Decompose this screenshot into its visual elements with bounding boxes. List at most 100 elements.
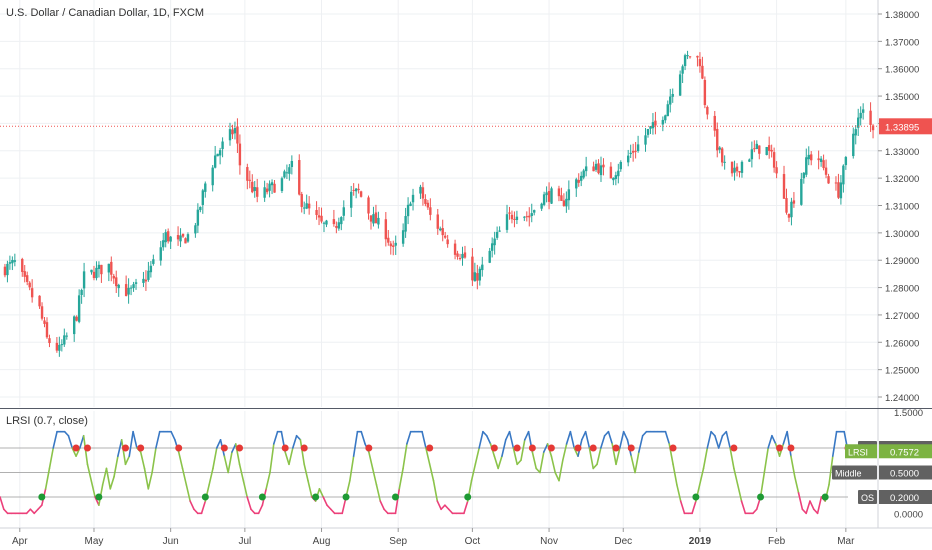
lrsi-cross-down-dot [83, 444, 91, 452]
lrsi-cross-down-dot [426, 444, 434, 452]
time-tick-label: Sep [389, 536, 407, 547]
candle-down [176, 234, 180, 240]
candle-up [523, 216, 526, 218]
lrsi-cross-up-dot [391, 493, 399, 501]
lrsi-segment [86, 463, 93, 482]
lrsi-segment [349, 455, 355, 482]
candle-up [268, 183, 271, 191]
price-tick-label: 1.31000 [885, 202, 919, 213]
candle-up [404, 216, 407, 232]
candle-up [63, 335, 66, 345]
candle-up [723, 161, 726, 163]
candle-up [97, 264, 101, 269]
candle-up [545, 192, 548, 196]
candle-up [802, 172, 806, 179]
lrsi-segment [257, 504, 264, 515]
lrsi-cross-down-dot [175, 444, 183, 452]
lrsi-segment [432, 479, 439, 502]
lrsi-segment [634, 451, 640, 474]
candle-down [609, 166, 613, 179]
candle-down [654, 120, 657, 126]
lrsi-segment [352, 430, 359, 457]
candle-up [337, 222, 341, 229]
candle-up [95, 267, 98, 279]
candle-up [627, 155, 630, 163]
candle-down [827, 176, 830, 184]
price-tick-label: 1.36000 [885, 65, 919, 76]
candle-up [233, 127, 237, 134]
lrsi-segment [607, 430, 614, 445]
lrsi-segment [531, 451, 537, 470]
candle-down [775, 167, 778, 174]
lrsi-segment [581, 430, 587, 441]
last-price-tag [879, 118, 932, 135]
lrsi-segment [771, 434, 777, 445]
lrsi-segment [508, 430, 515, 449]
level-name-tag [858, 490, 877, 504]
candle-down [28, 282, 31, 288]
lrsi-segment [120, 439, 127, 466]
lrsi-cross-down-dot [776, 444, 784, 452]
lrsi-cross-down-dot [236, 444, 244, 452]
candle-down [701, 65, 704, 79]
candle-up [340, 217, 343, 225]
candle-up [649, 126, 652, 129]
candle-down [55, 342, 59, 351]
lrsi-cross-down-dot [300, 444, 308, 452]
candle-up [493, 238, 496, 246]
lrsi-segment [584, 430, 591, 449]
candle-up [72, 316, 76, 335]
lrsi-tick-label: 1.5000 [894, 408, 923, 419]
candle-down [369, 215, 373, 222]
candle-down [374, 212, 378, 224]
candle-down [317, 215, 321, 218]
candle-up [439, 228, 442, 231]
candle-down [810, 154, 813, 161]
candle-down [426, 202, 430, 208]
candle-down [696, 55, 699, 58]
lrsi-segment [763, 447, 769, 474]
lrsi-cross-down-dot [490, 444, 498, 452]
candle-up [179, 235, 182, 242]
candle-up [580, 175, 583, 181]
candle-up [629, 152, 632, 155]
lrsi-cross-down-dot [137, 444, 145, 452]
candle-up [11, 259, 14, 264]
candle-down [713, 115, 716, 131]
lrsi-segment [596, 447, 602, 466]
candle-up [619, 161, 622, 170]
price-tick-label: 1.35000 [885, 92, 919, 103]
candle-down [307, 203, 311, 209]
lrsi-segment [801, 508, 807, 515]
lrsi-segment [299, 439, 306, 466]
candle-up [280, 178, 284, 191]
lrsi-segment [740, 500, 747, 515]
time-tick-label: Jun [163, 536, 179, 547]
time-tick-label: Mar [837, 536, 855, 547]
lrsi-segment [554, 471, 560, 482]
candle-down [332, 219, 336, 225]
lrsi-segment [516, 459, 522, 466]
lrsi-segment [664, 430, 671, 445]
candle-down [43, 320, 46, 324]
candle-up [505, 214, 509, 230]
candle-down [357, 188, 360, 190]
candle-down [110, 261, 113, 275]
candle-up [669, 96, 672, 105]
candle-down [458, 258, 462, 260]
lrsi-segment [421, 430, 427, 449]
candle-up [567, 189, 571, 201]
candle-down [384, 219, 388, 240]
lrsi-segment [717, 434, 724, 449]
candle-down [424, 199, 427, 204]
lrsi-segment [143, 467, 150, 490]
candle-up [852, 133, 855, 157]
candle-down [389, 243, 392, 247]
lrsi-segment [615, 447, 621, 466]
lrsi-segment [284, 451, 290, 466]
lrsi-segment [318, 488, 325, 498]
candle-down [525, 216, 528, 218]
candle-down [273, 183, 276, 193]
lrsi-value-tag [879, 444, 932, 459]
candle-up [575, 179, 578, 189]
